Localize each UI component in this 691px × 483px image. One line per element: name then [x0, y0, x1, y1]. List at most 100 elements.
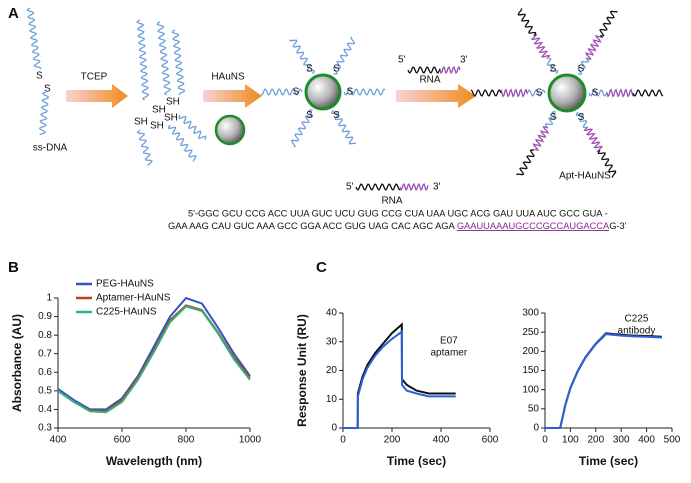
strand	[500, 88, 528, 98]
x-tick-label: 400	[638, 435, 655, 446]
y-tick-label: 0	[331, 423, 337, 434]
y-tick-label: 0.6	[38, 367, 52, 378]
strand	[332, 36, 356, 75]
y-tick-label: 20	[326, 365, 338, 376]
s-label: S	[578, 112, 585, 123]
strand	[399, 182, 429, 192]
strand	[168, 124, 197, 162]
strand	[517, 8, 537, 37]
rna-label: RNA	[381, 196, 402, 207]
product-label: Apt-HAuNS	[559, 171, 611, 182]
five-prime: 5'	[398, 55, 406, 66]
legend-label: C225-HAuNS	[96, 307, 157, 318]
y-tick-label: 0.7	[38, 348, 52, 359]
strand	[355, 183, 401, 191]
x-tick-label: 0	[542, 435, 548, 446]
data-line	[343, 322, 456, 429]
y-tick-label: 300	[522, 308, 539, 319]
s-label: S	[550, 63, 557, 74]
strand	[606, 88, 634, 98]
y-tick-label: 250	[522, 327, 539, 338]
strand	[516, 149, 535, 176]
s-label: S	[44, 84, 51, 95]
y-tick-label: 40	[326, 308, 338, 319]
x-tick-label: 300	[613, 435, 630, 446]
legend-label: PEG-HAuNS	[96, 279, 154, 290]
y-tick-label: 0	[533, 423, 539, 434]
strand	[575, 111, 589, 129]
data-line	[57, 304, 251, 413]
nanoparticle	[214, 114, 246, 146]
y-tick-label: 30	[326, 336, 338, 347]
strand	[343, 88, 386, 96]
y-tick-label: 0.8	[38, 330, 52, 341]
data-line	[545, 333, 662, 429]
annotation: antibody	[618, 326, 656, 337]
y-tick-label: 200	[522, 346, 539, 357]
x-axis-label: Wavelength (nm)	[106, 454, 202, 468]
strand	[597, 149, 617, 178]
nanoparticle	[304, 73, 342, 111]
strand	[407, 66, 441, 74]
sh-label: SH	[150, 121, 164, 132]
strand	[260, 88, 303, 96]
sh-label: SH	[166, 97, 180, 108]
strand	[136, 19, 150, 101]
s-label: S	[306, 110, 313, 121]
strand	[526, 89, 546, 97]
data-line	[57, 305, 251, 414]
arrow	[203, 84, 262, 108]
strand	[156, 21, 172, 96]
y-tick-label: 10	[326, 394, 338, 405]
s-label: S	[578, 63, 585, 74]
annotation: aptamer	[430, 348, 467, 359]
x-tick-label: 100	[562, 435, 579, 446]
sh-label: SH	[164, 113, 178, 124]
sh-label: SH	[152, 105, 166, 116]
strand	[585, 34, 604, 61]
s-label: S	[347, 87, 354, 98]
s-label: S	[333, 110, 340, 121]
x-tick-label: 200	[384, 435, 401, 446]
five-prime: 5'	[346, 182, 354, 193]
panel-label: A	[8, 5, 19, 22]
arrow	[396, 84, 476, 108]
legend-label: Aptamer-HAuNS	[96, 293, 171, 304]
strand	[38, 91, 50, 136]
y-tick-label: 0.9	[38, 311, 52, 322]
strand	[544, 111, 557, 129]
data-line	[343, 329, 456, 429]
annotation: C225	[624, 314, 648, 325]
sequence-part: GAA AAG CAU GUC AAA GCC GGA ACC GUG UAG …	[168, 221, 457, 231]
x-tick-label: 200	[587, 435, 604, 446]
strand	[546, 57, 559, 75]
panel-label: C	[316, 259, 327, 276]
s-label: S	[592, 88, 599, 99]
s-label: S	[550, 112, 557, 123]
strand	[171, 29, 186, 96]
x-tick-label: 400	[50, 435, 67, 446]
sh-label: SH	[134, 117, 148, 128]
reagent-label: TCEP	[81, 72, 108, 83]
strand	[583, 127, 604, 153]
strand	[26, 7, 42, 70]
ss-dna-label: ss-DNA	[33, 143, 68, 154]
rna-label: RNA	[419, 75, 440, 86]
y-tick-label: 0.4	[38, 404, 52, 415]
sequence-part: G-3'	[609, 221, 626, 231]
x-tick-label: 0	[340, 435, 346, 446]
y-tick-label: 100	[522, 384, 539, 395]
strand	[632, 89, 664, 97]
sequence-line: GAA AAG CAU GUC AAA GCC GGA ACC GUG UAG …	[168, 221, 627, 231]
y-axis-label: Response Unit (RU)	[295, 314, 309, 427]
strand	[470, 89, 502, 97]
strand	[289, 39, 315, 75]
three-prime: 3'	[460, 55, 468, 66]
three-prime: 3'	[433, 182, 441, 193]
x-axis-label: Time (sec)	[579, 454, 638, 468]
x-tick-label: 500	[664, 435, 681, 446]
strand	[532, 125, 549, 152]
s-label: S	[36, 71, 43, 82]
strand	[599, 10, 618, 37]
